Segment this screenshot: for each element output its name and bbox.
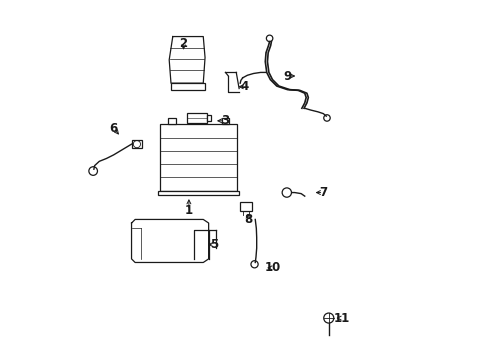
Text: 9: 9 xyxy=(283,69,291,82)
Text: 3: 3 xyxy=(220,114,228,127)
Text: 7: 7 xyxy=(319,186,327,199)
Bar xyxy=(206,115,211,121)
Bar xyxy=(187,113,206,123)
Bar xyxy=(240,202,251,211)
Polygon shape xyxy=(169,37,204,83)
Bar xyxy=(131,140,142,148)
Text: 5: 5 xyxy=(209,238,218,251)
Bar xyxy=(158,191,239,195)
Text: 10: 10 xyxy=(264,261,281,274)
Bar xyxy=(171,83,204,90)
Polygon shape xyxy=(131,220,208,262)
Bar xyxy=(160,125,237,191)
Bar xyxy=(221,118,229,125)
Text: 8: 8 xyxy=(244,213,252,226)
Circle shape xyxy=(282,188,291,197)
Text: 11: 11 xyxy=(332,311,349,325)
Text: 1: 1 xyxy=(184,204,193,217)
Text: 6: 6 xyxy=(109,122,118,135)
Text: 4: 4 xyxy=(240,80,248,93)
Bar xyxy=(168,118,176,125)
Text: 2: 2 xyxy=(179,37,187,50)
